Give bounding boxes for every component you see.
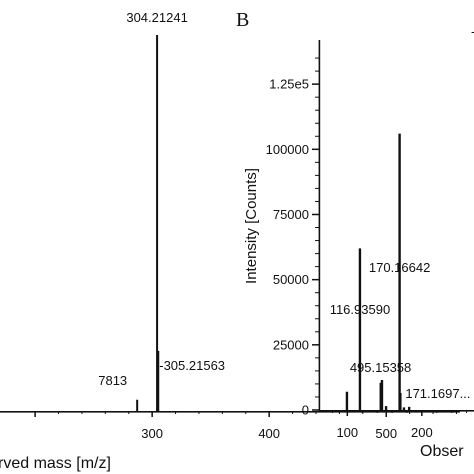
panel-b-y-axis-title: Intensity [Counts] <box>243 168 260 284</box>
panel-a-axes <box>0 411 460 413</box>
panel-a-x-axis-title: rved mass [m/z] <box>0 455 111 472</box>
panel-b-x-tick-label-0: 100 <box>336 425 358 440</box>
panel-a-peak-label-1: -305.21563 <box>159 358 225 373</box>
panel-a-peaks <box>136 35 382 411</box>
panel-b-x-tick-label-1: 200 <box>411 425 433 440</box>
panel-b-letter: B <box>236 9 249 31</box>
panel-b-axes <box>318 40 474 412</box>
panel-b-x-ticks: 100 200 <box>331 410 468 440</box>
panel-b-y-tick-label-3: 75000 <box>273 207 309 222</box>
panel-b-peak-labels: 116.93590 170.16642 171.1697... <box>330 260 471 401</box>
panel-a-x-axis-line <box>0 411 460 413</box>
panel-a-peak-label-3: 7813 <box>98 373 127 388</box>
panel-b-y-tick-label-5: 1.25e5 <box>269 77 309 92</box>
panel-a-x-ticks: 300 400 500 <box>34 411 457 441</box>
panel-b-y-axis-line <box>318 40 321 411</box>
panel-b-y-ticks: 0 25000 50000 75000 100000 1.25e5 <box>266 57 319 418</box>
panel-a-x-tick-label-3: 500 <box>375 426 397 441</box>
panel-b-y-tick-label-4: 100000 <box>266 142 309 157</box>
panel-a-peak-label-2: 495.15358 <box>350 360 411 375</box>
panel-b-y-tick-label-1: 25000 <box>273 337 309 352</box>
panel-b-x-axis-line <box>318 410 474 412</box>
panel-b-peaks <box>345 133 411 410</box>
panel-b-peak-label-0: 116.93590 <box>330 302 391 317</box>
panel-b-y-tick-label-2: 50000 <box>273 272 309 287</box>
panel-a-x-tick-label-2: 400 <box>258 426 280 441</box>
panel-b-x-axis-title: Obser <box>420 443 464 460</box>
panel-a-peak-labels: 304.21241 -305.21563 495.15358 7813 <box>98 10 411 388</box>
panel-a-peak-label-0: 304.21241 <box>126 10 187 25</box>
panel-a-x-tick-label-1: 300 <box>141 426 163 441</box>
panel-a-top-fragment: - <box>471 24 474 39</box>
panel-b-y-tick-label-0: 0 <box>302 403 309 418</box>
panel-b-peak-label-1: 170.16642 <box>369 260 430 275</box>
panel-b-peak-label-2: 171.1697... <box>405 386 470 401</box>
